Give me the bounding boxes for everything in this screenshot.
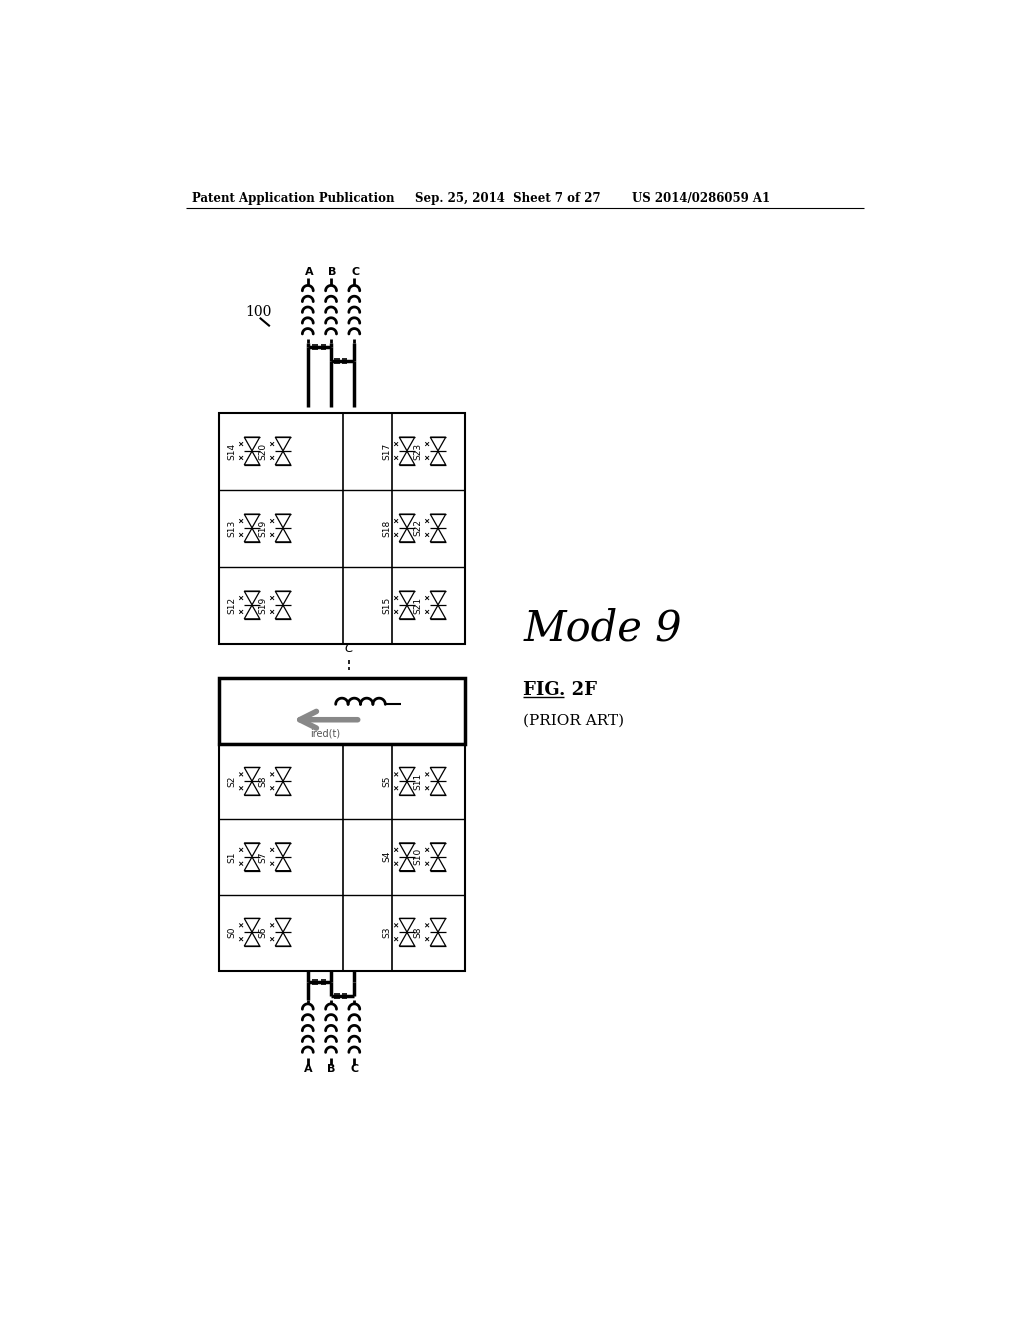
Bar: [342, 993, 347, 999]
Text: S19: S19: [258, 597, 267, 614]
Text: S23: S23: [414, 442, 423, 459]
Text: C: C: [344, 643, 353, 656]
Text: S3: S3: [383, 927, 391, 939]
Text: S15: S15: [383, 597, 391, 614]
Bar: [321, 345, 327, 350]
Bar: [312, 345, 317, 350]
Text: S8: S8: [258, 776, 267, 787]
Text: S22: S22: [414, 520, 423, 536]
Text: ired(t): ired(t): [310, 729, 341, 739]
Text: S20: S20: [258, 442, 267, 459]
Text: S0: S0: [227, 927, 237, 939]
Text: C: C: [352, 268, 359, 277]
Bar: [219, 412, 465, 644]
Text: S2: S2: [227, 776, 237, 787]
Text: A: A: [303, 1064, 312, 1074]
Text: Patent Application Publication: Patent Application Publication: [191, 191, 394, 205]
Bar: [334, 993, 340, 999]
Bar: [312, 979, 317, 985]
Text: S18: S18: [383, 519, 391, 537]
Text: 100: 100: [246, 305, 272, 319]
Text: S19: S19: [258, 519, 267, 537]
Text: B: B: [327, 1064, 335, 1074]
Text: S13: S13: [227, 519, 237, 537]
Text: S4: S4: [383, 851, 391, 862]
Bar: [219, 678, 465, 743]
Text: B: B: [329, 268, 337, 277]
Bar: [219, 743, 465, 970]
Bar: [342, 358, 347, 364]
Bar: [334, 358, 340, 364]
Text: S14: S14: [227, 442, 237, 459]
Text: S21: S21: [414, 597, 423, 614]
Text: S5: S5: [383, 776, 391, 787]
Text: S6: S6: [258, 927, 267, 939]
Text: S11: S11: [414, 772, 423, 789]
Text: C: C: [350, 1064, 358, 1074]
Text: S12: S12: [227, 597, 237, 614]
Text: S8: S8: [414, 927, 423, 939]
Bar: [321, 979, 327, 985]
Text: FIG. 2F: FIG. 2F: [523, 681, 597, 698]
Text: S1: S1: [227, 851, 237, 862]
Text: S10: S10: [414, 849, 423, 866]
Text: S17: S17: [383, 442, 391, 459]
Text: Sep. 25, 2014  Sheet 7 of 27: Sep. 25, 2014 Sheet 7 of 27: [415, 191, 600, 205]
Text: S7: S7: [258, 851, 267, 862]
Text: US 2014/0286059 A1: US 2014/0286059 A1: [632, 191, 770, 205]
Text: (PRIOR ART): (PRIOR ART): [523, 714, 625, 727]
Text: A: A: [305, 268, 313, 277]
Text: Mode 9: Mode 9: [523, 607, 682, 649]
